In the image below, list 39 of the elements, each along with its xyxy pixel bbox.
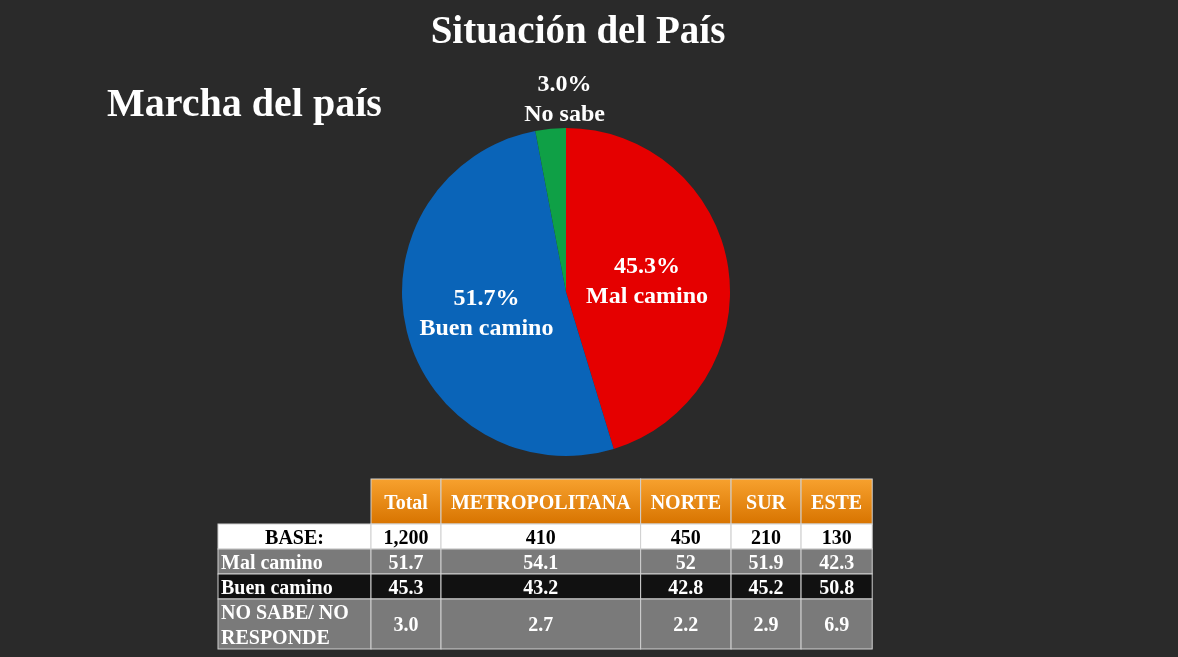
data-label: 3.0% — [537, 69, 592, 96]
text: 45.3 — [388, 575, 424, 598]
text: 2.2 — [673, 613, 699, 635]
text: 210 — [751, 525, 782, 548]
text: 6.9 — [824, 613, 850, 635]
chart-title: Situación del País — [430, 8, 726, 51]
category-label: METROPOLITANA — [451, 490, 632, 513]
text: 2.9 — [753, 613, 779, 635]
text: 54.1 — [523, 550, 559, 573]
text: 1,200 — [383, 525, 429, 548]
text: 52 — [675, 550, 696, 573]
slice-label: Buen camino — [419, 313, 554, 340]
category-label: NORTE — [650, 490, 722, 513]
chart-subtitle: Marcha del país — [107, 80, 382, 125]
data-label: 51.7% — [453, 283, 520, 310]
pie-slice — [566, 128, 730, 449]
text: 45.2 — [748, 575, 784, 598]
slice-label: Mal camino — [586, 281, 709, 308]
category-label: Total — [384, 490, 429, 513]
category-label: Buen camino — [221, 575, 333, 598]
text: 51.7 — [388, 550, 424, 573]
text: 3.0 — [393, 613, 419, 635]
text: 2.7 — [528, 613, 554, 635]
slice-label: No sabe — [524, 99, 606, 126]
text: 450 — [670, 525, 701, 548]
category-label: BASE: — [265, 525, 324, 548]
category-label: Mal camino — [221, 550, 323, 573]
data-label: 45.3% — [614, 251, 681, 278]
pie-slice — [535, 128, 566, 292]
category-label: SUR — [746, 490, 787, 513]
category-label: NO SABE/ NO RESPONDE — [221, 600, 349, 648]
text: 51.9 — [748, 550, 784, 573]
text: 43.2 — [523, 575, 559, 598]
text: 410 — [525, 525, 556, 548]
text: 50.8 — [819, 575, 855, 598]
text: 130 — [821, 525, 852, 548]
category-label: ESTE — [811, 490, 863, 513]
text: 42.3 — [819, 550, 855, 573]
text: 42.8 — [668, 575, 704, 598]
